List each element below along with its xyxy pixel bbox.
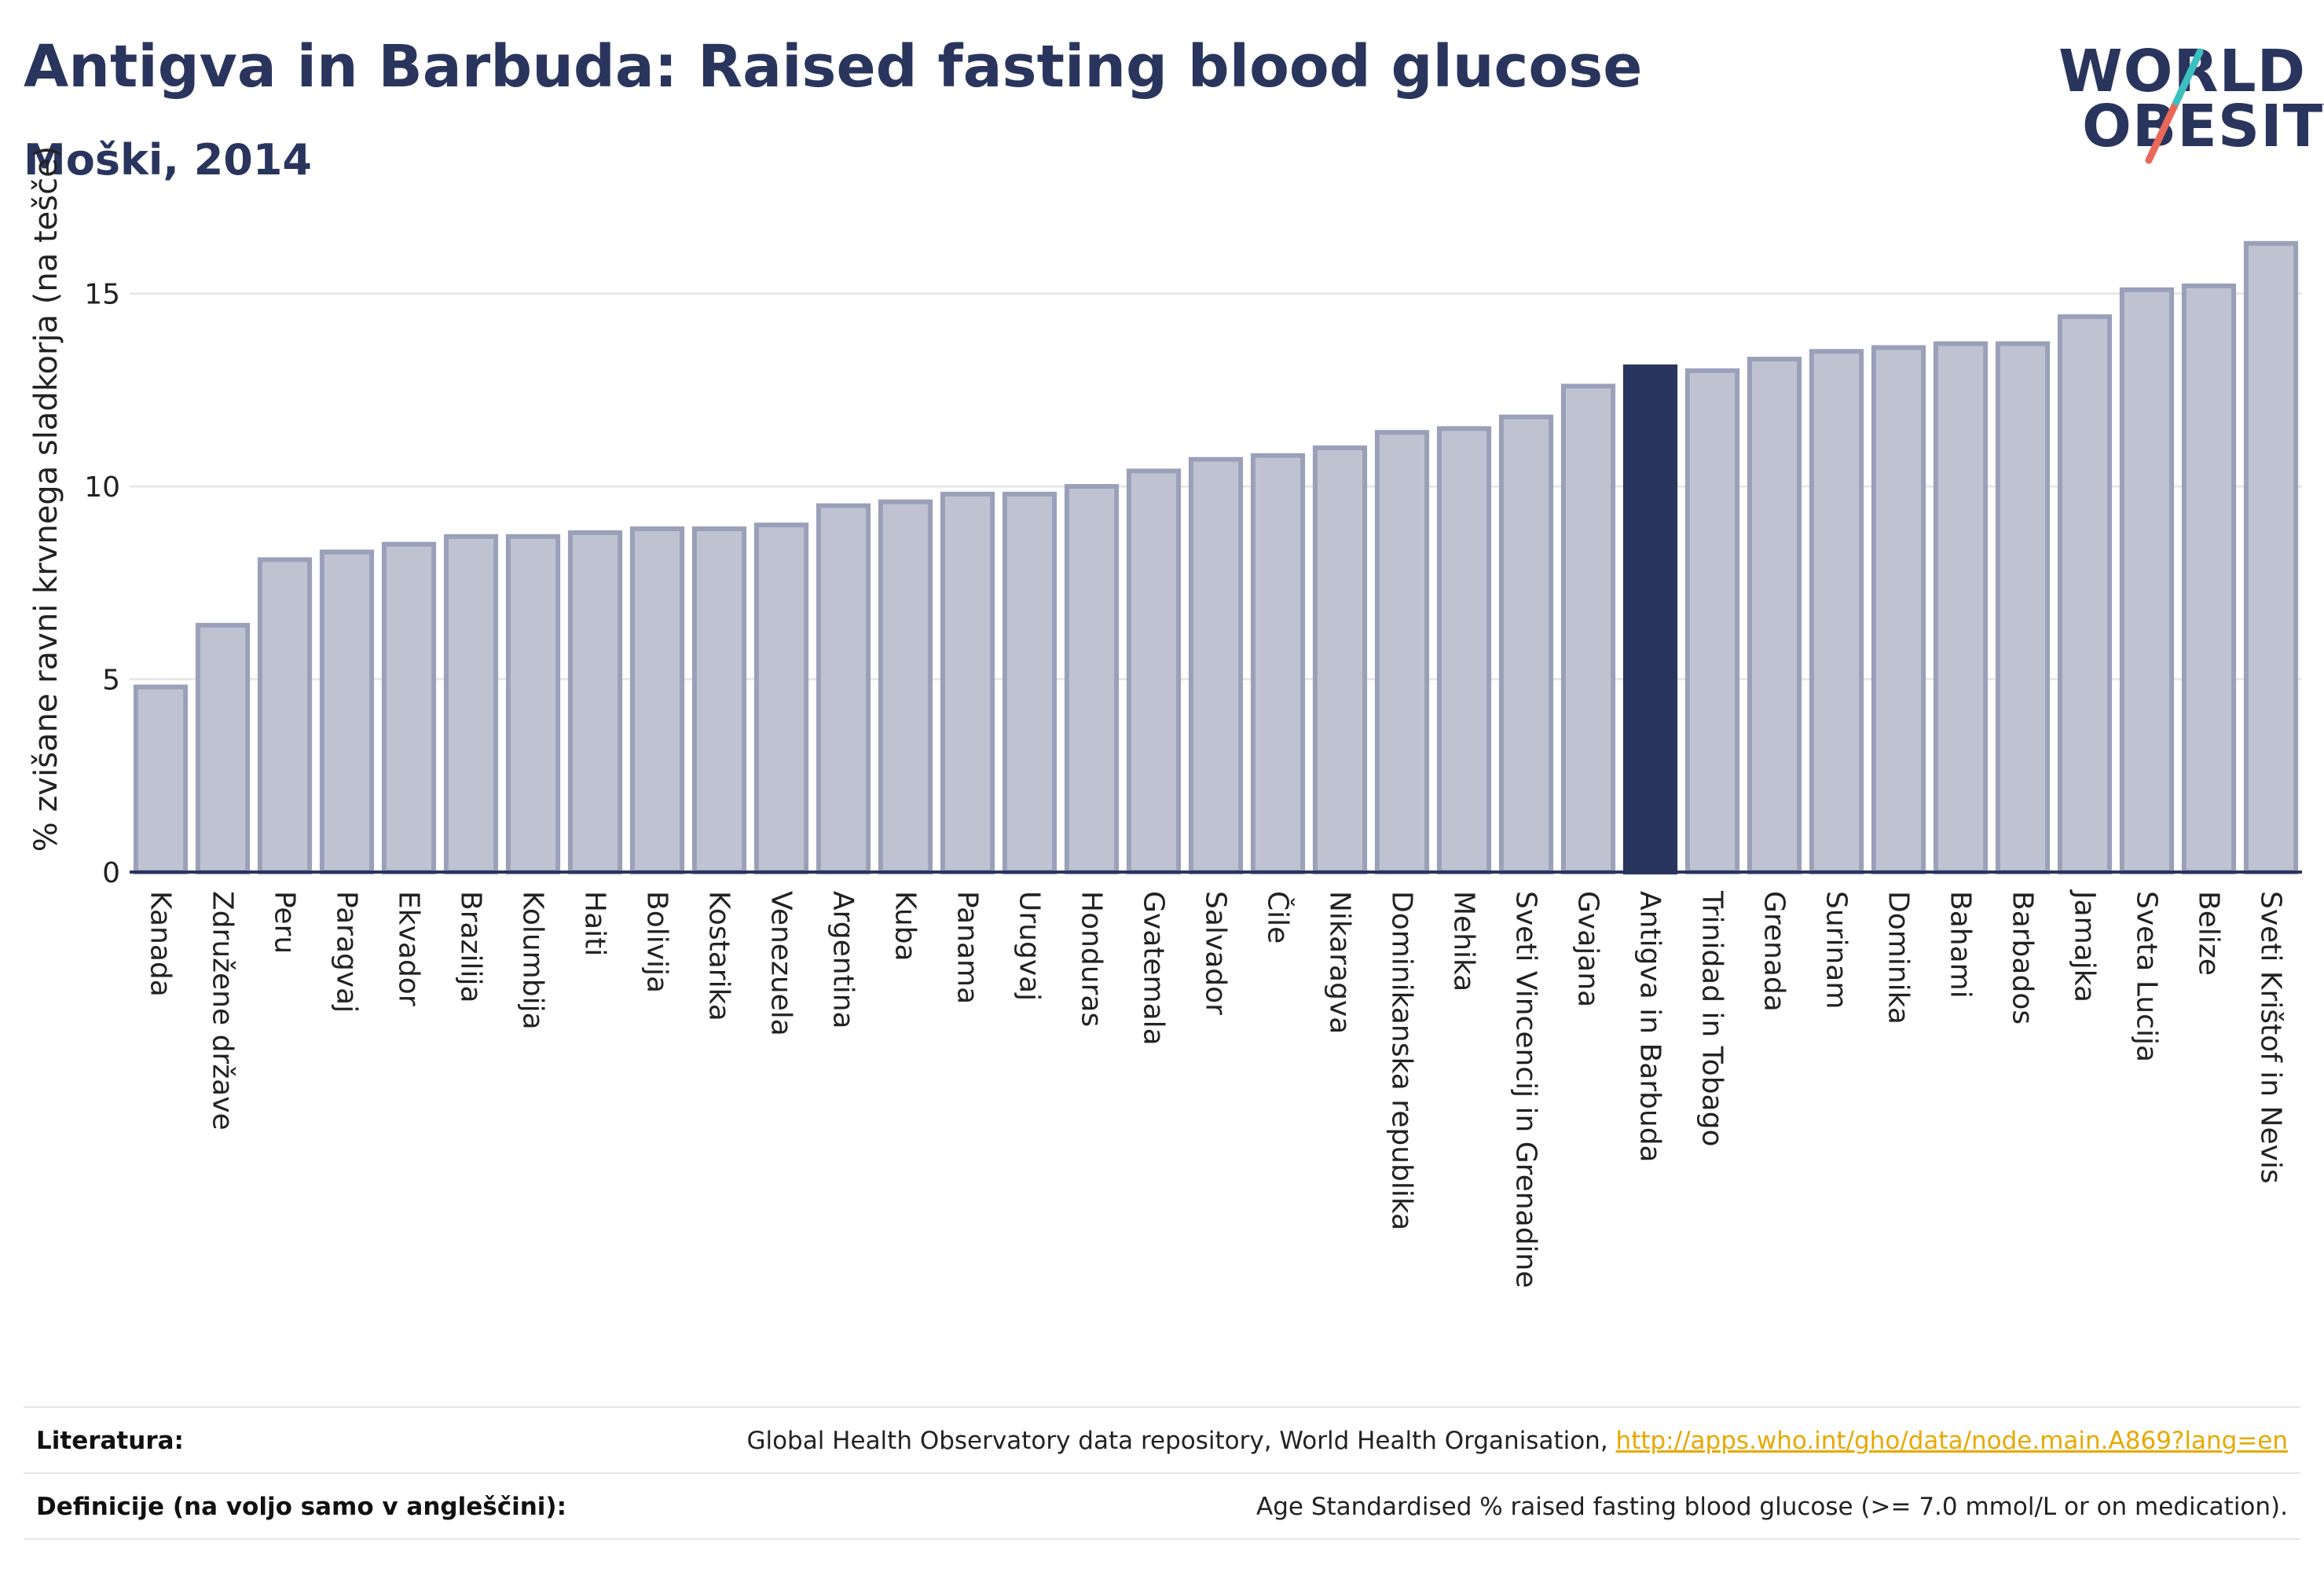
bar [2057,314,2113,875]
definitions-value: Age Standardised % raised fasting blood … [1256,1493,2288,1521]
x-tick-label: Nikaragva [1324,891,1356,1034]
definitions-label: Definicije (na voljo samo v angleščini): [36,1493,566,1521]
bar [1250,453,1306,874]
bar [1374,430,1430,874]
bar [567,530,623,874]
bar [629,526,685,874]
sources-row: Literatura: Global Health Observatory da… [24,1406,2300,1472]
bar [816,503,871,874]
x-tick-label: Bolivija [641,891,673,993]
x-tick-label: Argentina [827,891,860,1029]
x-tick-label: Jamajka [2069,889,2101,1002]
sources-text: Global Health Observatory data repositor… [746,1427,1616,1455]
bar [1622,364,1678,874]
logo-slash-icon [2145,48,2204,164]
bar [1188,456,1244,874]
y-tick-label: 5 [102,665,120,697]
x-tick-label: Gvatemala [1138,891,1170,1046]
x-tick-label: Panama [951,891,984,1004]
x-tick-label: Kanada [145,891,177,997]
y-tick-label: 15 [84,279,120,311]
x-tick-label: Kolumbija [517,891,549,1030]
x-tick-label: Ekvador [393,891,425,1006]
x-tick-label: Čile [1262,891,1295,944]
x-tick-label: Trinidad in Tobago [1696,890,1728,1146]
x-tick-label: Grenada [1758,891,1791,1012]
bar [1064,484,1120,874]
bar [1126,468,1182,874]
bar [1002,491,1058,875]
bar [1498,414,1554,874]
bar [1995,341,2051,875]
x-tick-label: Antigva in Barbuda [1634,891,1666,1163]
bar [878,499,933,875]
x-tick-label: Venezuela [765,891,797,1036]
bar [2119,287,2175,874]
bar [257,557,313,874]
x-tick-label: Surinam [1820,891,1853,1009]
bar [1933,341,1989,875]
bar [1871,345,1926,874]
bar [1684,368,1740,874]
x-tick-label: Bahami [1945,891,1977,999]
bar [2243,240,2299,874]
logo-text-obesity: OBESITY [2082,93,2324,160]
bar [133,684,189,875]
bar [1560,383,1616,875]
y-tick-label: 10 [84,471,120,504]
y-tick-label: 0 [102,857,120,889]
x-tick-label: Dominikanska republika [1386,891,1418,1230]
x-tick-label: Belize [2193,891,2225,976]
x-tick-label: Gvajana [1572,891,1604,1007]
bar [319,549,375,875]
chart-subtitle: Moški, 2014 [24,135,313,185]
bar [940,491,995,875]
bar [2181,283,2237,874]
x-tick-label: Urugvaj [1014,891,1046,1001]
bar-chart: 0 5 10 15 % zvišane ravni krvnega sladkorja … [28,146,2302,1288]
bar [1436,426,1492,874]
bar [1809,349,1864,875]
bar [381,541,437,875]
world-obesity-logo: WORLD OBESITY [2058,24,2324,165]
bar [505,533,561,875]
y-axis-label: % zvišane ravni krvnega sladkorja (na te… [28,146,64,852]
x-tick-label: Dominika [1882,891,1915,1024]
sources-link[interactable]: http://apps.who.int/gho/data/node.main.A… [1615,1427,2288,1455]
bar [691,526,747,874]
x-tick-label: Kostarika [703,891,735,1021]
x-tick-label: Paragvaj [331,891,363,1013]
sources-value: Global Health Observatory data repositor… [746,1427,2288,1455]
x-tick-label: Mehika [1448,891,1480,991]
bar [1312,445,1368,874]
x-tick-label: Brazilija [455,891,487,1003]
definitions-row: Definicije (na voljo samo v angleščini):… [24,1472,2300,1538]
x-tick-label: Barbados [2007,891,2039,1024]
bar [753,522,809,874]
chart-title: Antigva in Barbuda: Raised fasting blood… [24,33,1643,101]
x-tick-label: Haiti [579,891,611,956]
x-tick-label: Sveta Lucija [2131,891,2163,1062]
x-tick-label: Salvador [1200,891,1232,1015]
footer-divider [24,1538,2300,1540]
bar [195,622,251,874]
x-tick-label: Sveti Vincencij in Grenadine [1510,891,1542,1288]
bar [443,533,499,875]
x-tick-label: Sveti Krištof in Nevis [2255,891,2287,1184]
x-tick-label: Peru [269,891,301,954]
x-tick-label: Honduras [1076,891,1108,1027]
sources-label: Literatura: [36,1427,184,1455]
bar [1747,357,1802,875]
x-tick-label: Kuba [889,891,922,962]
x-tick-label: Združene države [207,891,239,1131]
